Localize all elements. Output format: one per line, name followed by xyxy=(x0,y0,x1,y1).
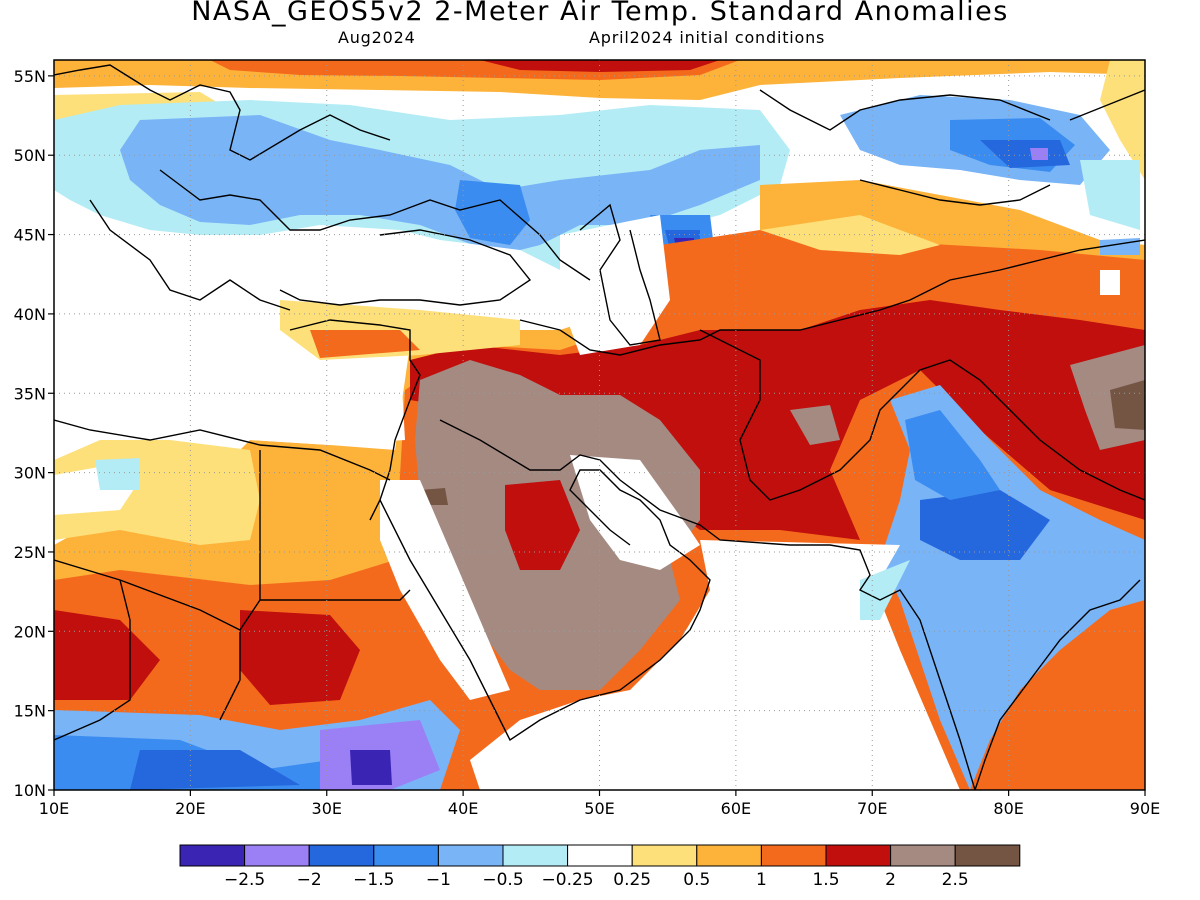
y-tick-label: 40N xyxy=(14,305,46,324)
colorbar-label: −1.5 xyxy=(353,870,394,890)
x-tick-label: 80E xyxy=(993,799,1023,818)
colorbar-swatch xyxy=(244,844,310,867)
colorbar-swatch xyxy=(760,844,827,867)
colorbar-label: 1.5 xyxy=(812,870,839,890)
y-tick-label: 55N xyxy=(14,67,46,86)
y-tick-label: 35N xyxy=(14,384,46,403)
map-title: NASA_GEOS5v2 2-Meter Air Temp. Standard … xyxy=(191,0,1009,27)
colorbar-swatch xyxy=(308,844,375,867)
colorbar-swatch xyxy=(502,844,569,867)
colorbar-label: 2.5 xyxy=(942,870,969,890)
y-tick-label: 45N xyxy=(14,226,46,245)
colorbar-swatch xyxy=(825,844,892,867)
x-tick-label: 90E xyxy=(1130,799,1160,818)
colorbar-swatch xyxy=(954,844,1021,867)
colorbar-label: 0.25 xyxy=(613,870,651,890)
x-tick-label: 10E xyxy=(39,799,69,818)
colorbar-label: −2 xyxy=(297,870,322,890)
x-tick-label: 20E xyxy=(175,799,205,818)
colorbar-swatch xyxy=(890,844,956,867)
y-tick-label: 30N xyxy=(14,464,46,483)
x-tick-label: 30E xyxy=(312,799,342,818)
colorbar-swatch xyxy=(437,844,504,867)
graticule xyxy=(54,60,1145,790)
x-tick-label: 70E xyxy=(857,799,887,818)
x-tick-label: 40E xyxy=(448,799,478,818)
colorbar: −2.5 −2 −1.5 −1 −0.5 −0.25 0.25 0.5 1 1.5 2 2.5 xyxy=(179,844,1021,890)
x-tick-label: 50E xyxy=(584,799,614,818)
map-axes: 10E 20E 30E 40E 50E 60E 70E 80E 90E 55N 50N 45N 40N 3… xyxy=(14,67,1161,818)
colorbar-label: −0.5 xyxy=(482,870,523,890)
y-tick-label: 10N xyxy=(14,781,46,800)
colorbar-swatch xyxy=(567,844,633,867)
colorbar-label: −0.25 xyxy=(542,870,594,890)
colorbar-swatch xyxy=(631,844,698,867)
colorbar-label: −2.5 xyxy=(224,870,265,890)
colorbar-swatch xyxy=(696,844,762,867)
forecast-month: Aug2024 xyxy=(338,28,416,47)
colorbar-label: 0.5 xyxy=(683,870,710,890)
initial-conditions: April2024 initial conditions xyxy=(589,28,826,47)
colorbar-label: 2 xyxy=(885,870,896,890)
y-tick-label: 20N xyxy=(14,622,46,641)
y-tick-label: 25N xyxy=(14,543,46,562)
colorbar-label: −1 xyxy=(426,870,451,890)
y-tick-label: 50N xyxy=(14,146,46,165)
colorbar-swatch xyxy=(373,844,439,867)
colorbar-label: 1 xyxy=(756,870,767,890)
y-tick-label: 15N xyxy=(14,702,46,721)
coastlines xyxy=(54,64,1145,790)
x-tick-label: 60E xyxy=(721,799,751,818)
colorbar-swatch xyxy=(179,844,246,867)
